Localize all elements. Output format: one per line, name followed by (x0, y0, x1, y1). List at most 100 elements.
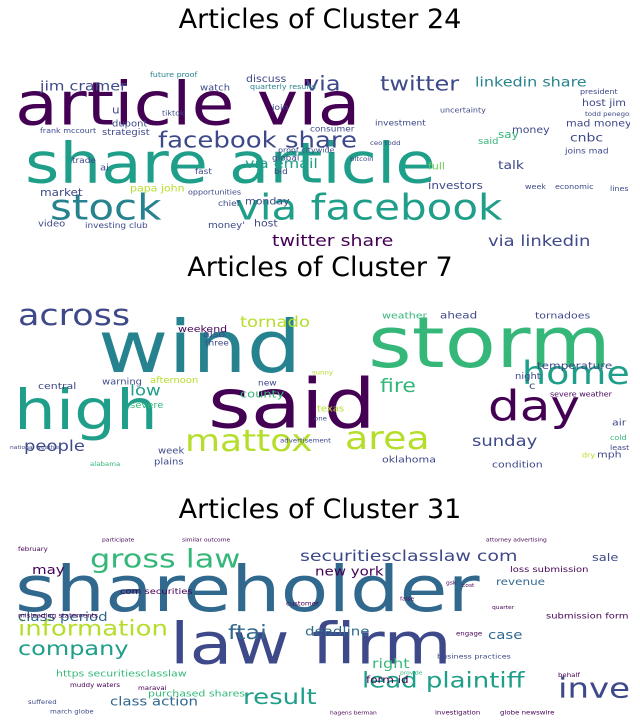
cloud-word: week (158, 446, 185, 456)
cloud-word: texas (317, 404, 344, 414)
cloud-word: temperature (537, 360, 612, 372)
cloud-word: mad money' (566, 119, 630, 129)
cloud-word: county (240, 387, 284, 400)
cloud-word: least (610, 444, 629, 452)
cloud-word: lead plaintiff (362, 668, 525, 693)
cloud-word: host (254, 219, 278, 229)
cloud-word: attorney advertising (486, 538, 547, 543)
cloud-word: high (14, 378, 158, 442)
cloud-word: dupont (112, 119, 148, 129)
cloud-word: information (18, 616, 168, 641)
cloud-word: suffered (28, 699, 57, 706)
cloud-word: plains (154, 457, 184, 467)
cloud-word: bid (274, 167, 288, 176)
cloud-word: deadline (305, 625, 369, 639)
cloud-word: similar outcome (182, 538, 231, 543)
cloud-word: fast (195, 167, 213, 176)
cluster-7-title: Articles of Cluster 7 (187, 252, 453, 283)
cloud-word: twitter share (272, 232, 393, 250)
cloud-word: join (271, 103, 288, 112)
cloud-word: customer (286, 600, 319, 607)
cloud-word: sale (592, 551, 618, 563)
cloud-word: oklahoma (382, 455, 436, 465)
cloud-word: said (478, 137, 499, 147)
cloud-word: via email (245, 156, 318, 172)
cloud-word: mph (597, 450, 622, 460)
cloud-word: mattox (185, 423, 313, 458)
cloud-word: hagens berman (330, 711, 377, 716)
cloud-word: also (203, 330, 225, 340)
cloud-word: via linkedin (488, 232, 590, 249)
cloud-word: market (40, 187, 83, 199)
cloud-word: facebook share (158, 127, 357, 153)
cloud-word: joins mad (564, 146, 609, 155)
cloud-word: full (428, 162, 445, 172)
cloud-word: low (130, 382, 161, 399)
cloud-word: revenue (496, 576, 545, 588)
cloud-word: global (272, 153, 299, 162)
cloud-word: sunday (472, 432, 537, 449)
cloud-word: video (38, 219, 66, 229)
cloud-word: money (512, 126, 550, 136)
cloud-word: securitiesclasslaw com (300, 547, 517, 565)
cloud-word: money' (208, 221, 245, 231)
cloud-word: condition (492, 460, 543, 470)
cloud-word: article via (15, 71, 361, 140)
cloud-word: ftai (228, 622, 267, 644)
cloud-word: via facebook (235, 188, 503, 229)
cloud-word: consumer (310, 124, 355, 133)
cloud-word: bitcoin (350, 156, 374, 163)
cloud-word: false (400, 597, 415, 602)
cloud-word: participate (102, 538, 135, 543)
cloud-word: new york (315, 565, 384, 579)
cloud-word: stock (50, 188, 162, 229)
cloud-word: ahead (440, 309, 477, 321)
cloud-word: todd penegor (585, 111, 630, 118)
cloud-word: company (18, 638, 129, 660)
cloud-word: cnbc (570, 132, 603, 146)
cloud-word: said (208, 364, 376, 444)
cloud-word: home (522, 355, 630, 392)
cloud-word: day (488, 382, 580, 431)
cloud-word: cold (610, 434, 627, 442)
cloud-word: class period (18, 610, 108, 624)
cloud-word: https securitiesclasslaw (56, 669, 187, 679)
cloud-word: one (314, 415, 327, 422)
cloud-word: weather (382, 311, 428, 321)
cloud-word: proof citywide (278, 146, 335, 154)
cloud-word: say (498, 129, 519, 141)
cloud-word: tiktok (162, 109, 185, 117)
cloud-word: u (112, 104, 120, 116)
cluster-24-title: Articles of Cluster 24 (178, 4, 462, 35)
cloud-word: form id (366, 674, 409, 686)
cloud-word: engage (456, 630, 482, 637)
cloud-word: business practices (437, 652, 511, 660)
cloud-word: sunny (312, 369, 333, 376)
cloud-word: investing club (85, 221, 148, 230)
cloud-word: maravai (138, 685, 167, 692)
cluster-24-wordcloud: article via share article stock via faceboo… (10, 38, 630, 252)
cloud-word: february (18, 546, 48, 553)
cloud-word: may (32, 563, 65, 577)
cloud-word: c (529, 380, 536, 392)
cloud-word: dry (582, 451, 596, 459)
cloud-word: linkedin share (475, 75, 587, 91)
cloud-word: investors (428, 180, 483, 192)
cloud-word: quarterly results (250, 83, 316, 91)
cluster-7-wordcloud: wind storm said high day home across area mattox… (10, 285, 630, 471)
cloud-word: three (205, 338, 229, 347)
cloud-word: right (372, 657, 410, 672)
cloud-word: quarter (492, 605, 515, 610)
cloud-word: frank mccourt (40, 127, 96, 135)
cloud-word: fire (380, 375, 416, 397)
cloud-word: storm (368, 303, 611, 385)
cloud-word: investigation (435, 709, 480, 716)
cloud-word: twitter (380, 72, 460, 96)
cloud-word: papa john (130, 184, 185, 194)
cloud-word: jim cramer (39, 79, 128, 95)
cloud-word: uncertainty (440, 106, 487, 114)
cloud-word: president (580, 88, 618, 96)
cloud-word: gross law (90, 543, 240, 573)
cloud-word: investment (375, 118, 426, 127)
